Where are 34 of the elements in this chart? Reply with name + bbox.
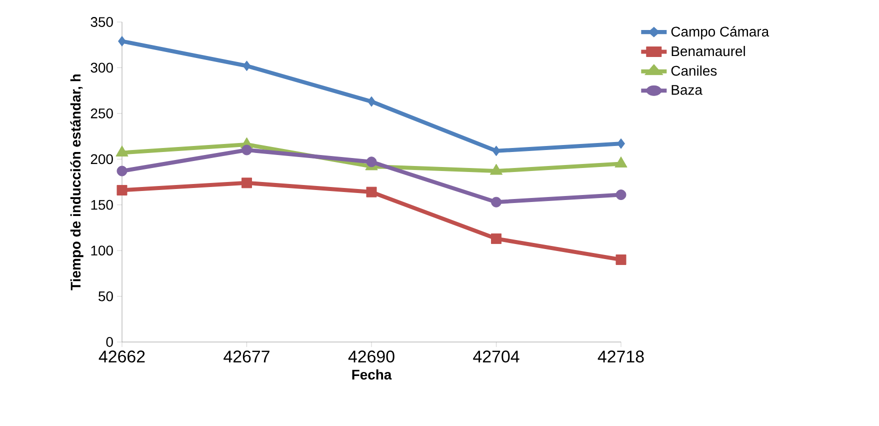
- y-tick-label: 150: [91, 200, 113, 210]
- x-tick-label: 42690: [348, 350, 394, 363]
- x-tick-label: 42704: [473, 350, 520, 363]
- point: [616, 190, 626, 200]
- point: [116, 184, 128, 196]
- legend-label: Campo Cámara: [671, 26, 770, 40]
- y-tick-label: 350: [90, 17, 113, 27]
- point: [118, 36, 126, 46]
- y-tick-label: 50: [98, 291, 113, 302]
- x-tick-label: 42677: [224, 350, 270, 363]
- y-tick-label: 200: [90, 154, 113, 164]
- point: [491, 233, 502, 244]
- y-tick-label: 0: [106, 337, 113, 347]
- y-tick-label: 300: [90, 62, 113, 73]
- x-axis-title: Fecha: [352, 369, 392, 380]
- x-tick-label: 42662: [98, 350, 145, 363]
- point: [368, 96, 376, 107]
- legend-label: Baza: [672, 85, 702, 95]
- point: [366, 156, 377, 168]
- legend-label: Caniles: [671, 66, 717, 76]
- point: [242, 144, 252, 156]
- point: [492, 146, 500, 156]
- point: [242, 178, 252, 188]
- point: [616, 254, 626, 265]
- y-axis-title: Tiempo de inducción estándar, h: [70, 74, 84, 290]
- x-tick-label: 42718: [598, 350, 644, 363]
- point: [491, 196, 502, 208]
- point: [116, 166, 128, 176]
- y-tick-label: 250: [90, 108, 113, 118]
- y-tick-label: 100: [91, 246, 113, 256]
- point: [242, 60, 251, 72]
- legend-label: Benamaurel: [672, 46, 745, 56]
- point: [617, 138, 626, 149]
- point: [366, 186, 377, 198]
